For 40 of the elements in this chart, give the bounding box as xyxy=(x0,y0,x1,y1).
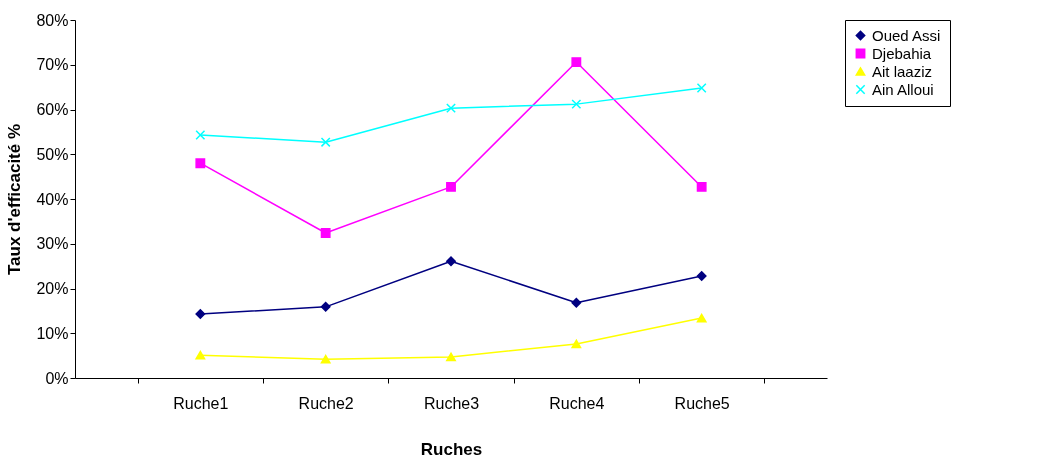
x-tick-label: Ruche1 xyxy=(173,394,229,412)
y-tick-label: 50% xyxy=(36,145,69,163)
point xyxy=(696,181,707,192)
x-tick-label: Ruche4 xyxy=(549,394,605,412)
point xyxy=(446,256,456,267)
y-tick-label: 80% xyxy=(36,11,69,29)
x-tick-label: Ruche5 xyxy=(674,394,730,412)
y-tick-label: 20% xyxy=(36,280,69,297)
y-tick-label: 40% xyxy=(36,190,69,208)
y-axis-title: Taux d'efficacité % xyxy=(5,123,25,276)
point xyxy=(195,158,206,169)
y-tick-label: 60% xyxy=(36,101,69,118)
point xyxy=(195,350,206,360)
y-tick-label: 30% xyxy=(36,235,69,253)
point xyxy=(696,83,707,93)
point xyxy=(571,297,582,308)
point xyxy=(446,181,456,192)
point xyxy=(696,271,707,281)
x-tick-label: Ruche2 xyxy=(298,394,354,412)
point xyxy=(195,130,206,140)
y-tick-label: 10% xyxy=(36,324,69,342)
point xyxy=(320,137,331,148)
point xyxy=(320,301,331,312)
y-tick-label: 0% xyxy=(45,369,69,387)
legend-label: Ait laaziz xyxy=(872,62,933,80)
point xyxy=(320,354,331,364)
point xyxy=(571,339,582,349)
legend-label: Djebahia xyxy=(872,44,932,62)
point xyxy=(696,313,707,323)
point xyxy=(571,99,582,110)
legend-label: Oued Assi xyxy=(872,26,941,44)
x-tick-label: Ruche3 xyxy=(423,394,480,412)
point xyxy=(195,309,206,319)
point xyxy=(446,352,456,362)
point xyxy=(571,57,582,67)
point xyxy=(446,103,456,114)
x-axis-title: Ruches xyxy=(420,439,483,459)
y-tick-label: 70% xyxy=(36,56,69,74)
point xyxy=(320,228,331,238)
legend-label: Ain Alloui xyxy=(872,80,934,98)
